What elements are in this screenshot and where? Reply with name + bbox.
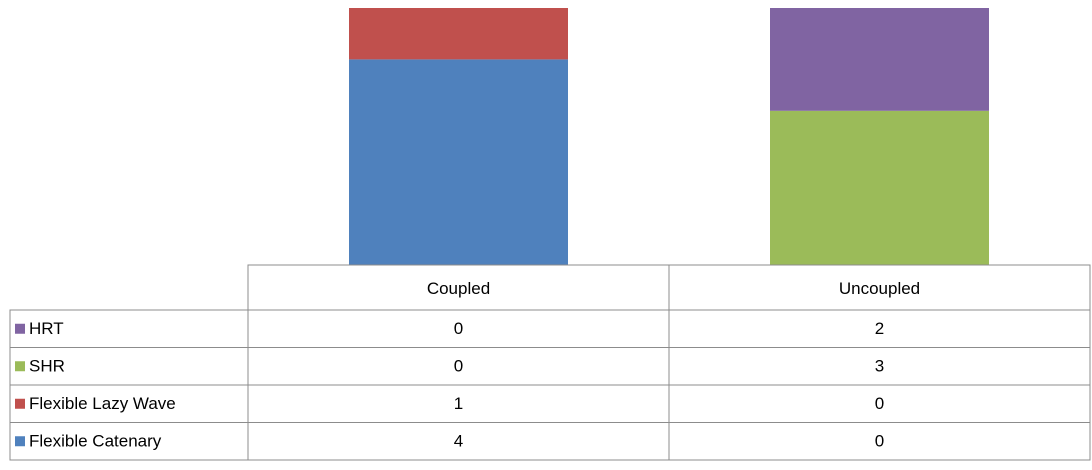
legend-swatch <box>15 398 25 409</box>
legend-label: Flexible Catenary <box>29 432 162 451</box>
table-value: 0 <box>454 319 463 338</box>
table-row <box>9 309 1091 348</box>
legend-swatch <box>15 323 25 334</box>
legend-label: Flexible Lazy Wave <box>29 394 176 413</box>
table-row <box>9 347 1091 386</box>
table-value: 1 <box>454 394 463 413</box>
table-value: 2 <box>875 319 884 338</box>
category-label: Uncoupled <box>839 279 920 298</box>
table-row <box>9 422 1091 461</box>
category-label: Coupled <box>427 279 490 298</box>
bar-segment <box>349 8 568 60</box>
bar-segment <box>770 8 989 111</box>
legend-swatch <box>15 436 25 447</box>
table-value: 4 <box>454 432 463 451</box>
table-value: 0 <box>875 394 884 413</box>
legend-label: HRT <box>29 319 64 338</box>
legend-swatch <box>15 361 25 372</box>
table-value: 0 <box>875 432 884 451</box>
bar-segment <box>349 59 568 266</box>
table-value: 0 <box>454 357 463 376</box>
bar-segment <box>770 110 989 265</box>
legend-label: SHR <box>29 357 65 376</box>
table-value: 3 <box>875 357 884 376</box>
